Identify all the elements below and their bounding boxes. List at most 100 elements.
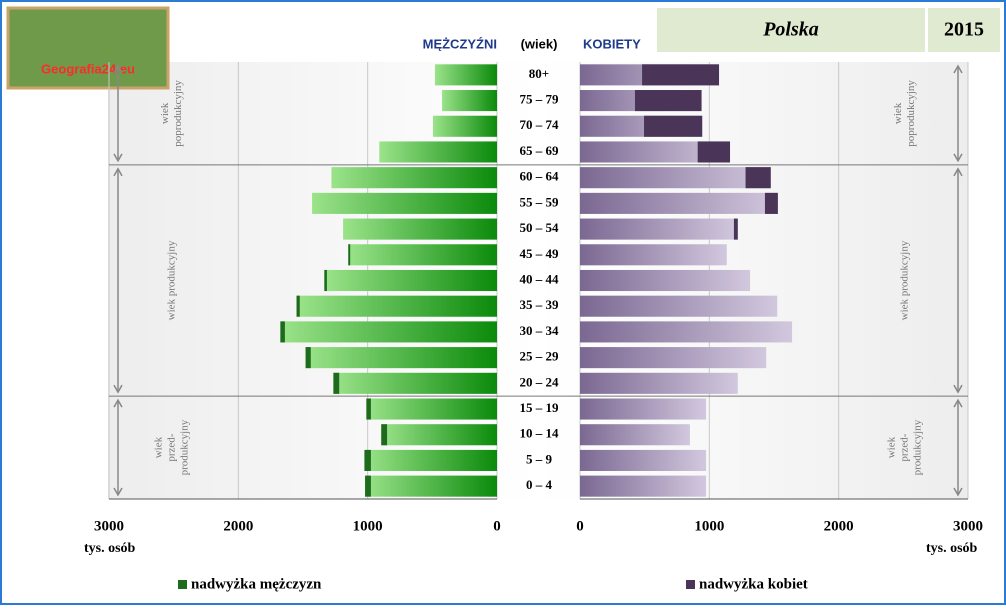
- male-bar: [280, 321, 497, 343]
- legend-label: nadwyżka kobiet: [699, 576, 808, 592]
- female-bar: [580, 244, 727, 266]
- female-bar: [580, 449, 707, 471]
- female-surplus: [642, 64, 720, 86]
- female-bar: [580, 269, 751, 292]
- male-bar: [434, 64, 497, 86]
- female-bar: [580, 347, 767, 369]
- age-label: 70 – 74: [520, 117, 560, 132]
- male-surplus: [365, 475, 371, 497]
- male-surplus: [364, 449, 371, 471]
- female-bar: [580, 141, 731, 163]
- center-title: (wiek): [521, 36, 558, 51]
- x-axis-label: tys. osób: [926, 541, 978, 556]
- female-bar: [580, 192, 778, 214]
- male-bar: [324, 269, 497, 292]
- age-label: 55 – 59: [520, 194, 560, 209]
- x-tick-label: 3000: [94, 518, 124, 534]
- male-surplus: [348, 244, 351, 266]
- group-label: produkcyjny: [179, 419, 191, 475]
- female-surplus: [634, 90, 702, 112]
- male-bar: [312, 192, 497, 214]
- region-box: [657, 8, 925, 52]
- female-surplus: [745, 167, 771, 189]
- right-title: KOBIETY: [583, 36, 641, 51]
- arrow-head: [953, 64, 963, 163]
- male-bar: [305, 347, 497, 369]
- x-tick-label: 1000: [694, 518, 724, 534]
- region: Polska: [762, 19, 819, 41]
- group-label: wiek: [159, 102, 171, 124]
- arrow-head: [953, 398, 963, 497]
- male-bar: [379, 141, 497, 163]
- group-label: wiek: [892, 102, 904, 124]
- female-bar: [580, 295, 778, 317]
- male-surplus: [333, 372, 340, 394]
- legend-swatch: [178, 580, 187, 589]
- female-bar: [580, 167, 771, 189]
- group-label: wiek: [153, 436, 165, 458]
- age-label: 30 – 34: [520, 323, 560, 338]
- female-bar: [580, 398, 707, 420]
- male-bar: [432, 115, 497, 137]
- age-label: 10 – 14: [520, 426, 560, 441]
- legend-label: nadwyżka mężczyzn: [191, 576, 322, 592]
- left-title: MĘŻCZYŹNI: [423, 36, 497, 51]
- group-label: poprodukcyjny: [905, 80, 917, 147]
- female-surplus: [733, 218, 738, 240]
- age-label: 60 – 64: [520, 169, 560, 184]
- male-bar: [343, 218, 497, 240]
- age-label: 5 – 9: [526, 451, 553, 466]
- male-bar: [442, 90, 497, 112]
- group-label: przed-: [166, 433, 178, 461]
- male-bar: [364, 449, 497, 471]
- plot-area: [108, 62, 968, 499]
- male-surplus: [366, 398, 371, 420]
- arrow-head: [953, 167, 963, 394]
- group-label: poprodukcyjny: [172, 80, 184, 147]
- male-surplus: [305, 347, 311, 369]
- age-label: 65 – 69: [520, 143, 560, 158]
- x-tick-label: 3000: [953, 518, 983, 534]
- male-surplus: [280, 321, 285, 343]
- male-bar: [365, 475, 497, 497]
- age-label: 35 – 39: [520, 297, 560, 312]
- male-surplus: [381, 424, 388, 446]
- male-bar: [331, 167, 497, 189]
- female-bar: [580, 475, 707, 497]
- arrow-head: [113, 167, 123, 394]
- male-surplus: [296, 295, 300, 317]
- female-surplus: [644, 115, 703, 137]
- age-label: 15 – 19: [520, 400, 560, 415]
- group-label: produkcyjny: [912, 419, 924, 475]
- x-tick-label: 2000: [824, 518, 854, 534]
- arrow-head: [113, 64, 123, 163]
- age-label: 80+: [529, 66, 549, 81]
- female-surplus: [764, 192, 778, 214]
- arrow-head: [113, 398, 123, 497]
- logo-box: [6, 6, 170, 90]
- age-label: 40 – 44: [520, 271, 560, 286]
- age-label: 50 – 54: [520, 220, 560, 235]
- male-surplus: [324, 269, 327, 292]
- age-label: 0 – 4: [526, 477, 553, 492]
- age-label: 25 – 29: [520, 349, 560, 364]
- female-bar: [580, 424, 690, 446]
- group-label: przed-: [899, 433, 911, 461]
- age-label: 45 – 49: [520, 246, 560, 261]
- male-bar: [333, 372, 497, 394]
- x-axis-label: tys. osób: [84, 541, 136, 556]
- group-label: wiek produkcyjny: [166, 240, 178, 320]
- male-bar: [381, 424, 497, 446]
- age-label: 75 – 79: [520, 92, 560, 107]
- x-tick-label: 2000: [223, 518, 253, 534]
- male-bar: [366, 398, 497, 420]
- male-bar: [348, 244, 497, 266]
- group-label: wiek produkcyjny: [899, 240, 911, 320]
- legend-swatch: [686, 580, 695, 589]
- female-bar: [580, 218, 738, 240]
- x-tick-label: 0: [493, 518, 501, 534]
- group-label: wiek: [886, 436, 898, 458]
- x-tick-label: 1000: [353, 518, 383, 534]
- year: 2015: [944, 19, 984, 41]
- x-tick-label: 0: [576, 518, 584, 534]
